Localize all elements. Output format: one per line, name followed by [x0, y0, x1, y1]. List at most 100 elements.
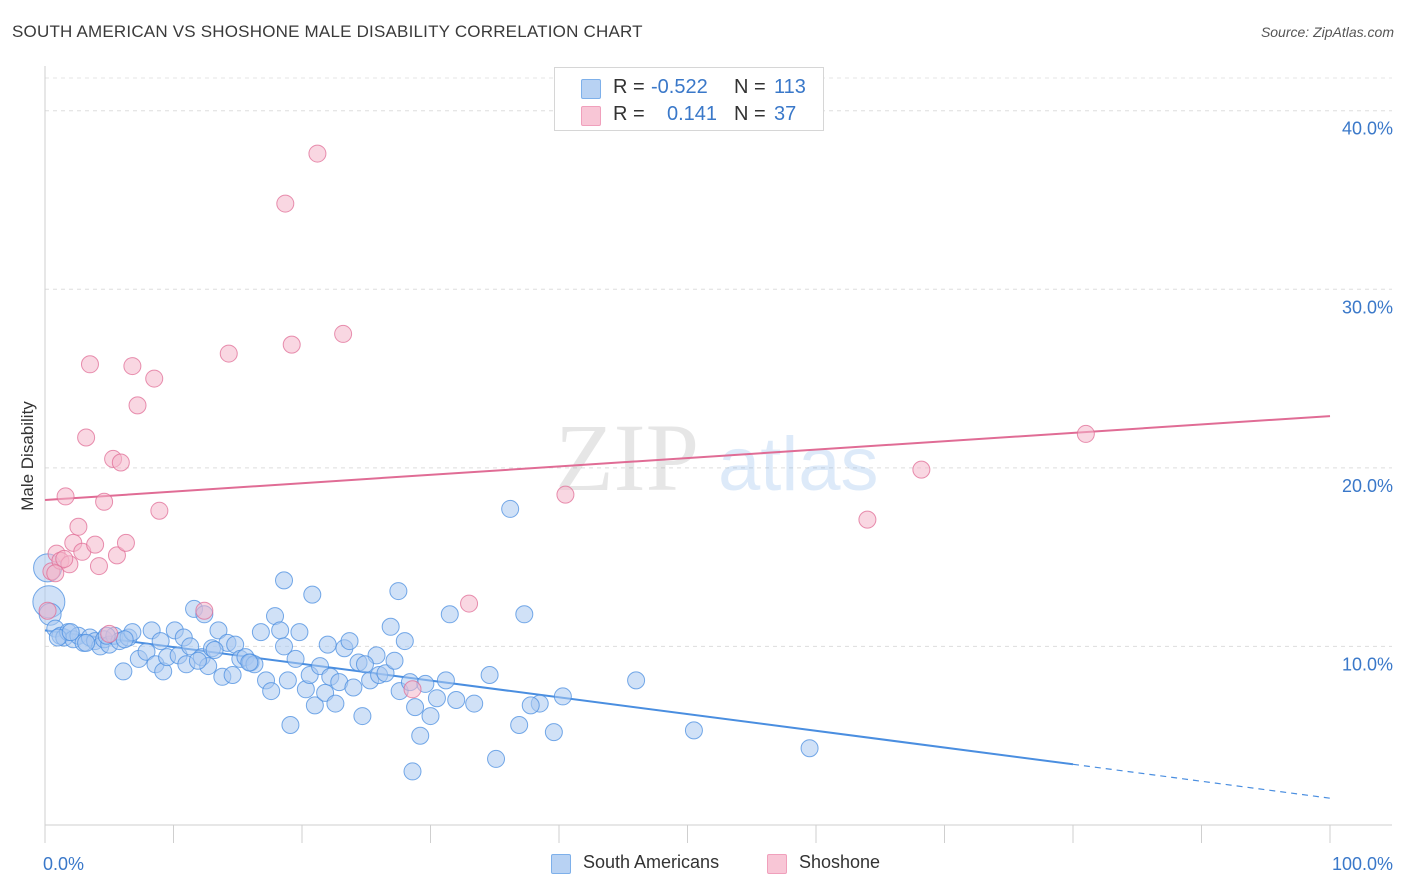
- axes: [44, 66, 1392, 843]
- data-point: [275, 637, 294, 656]
- data-point: [205, 641, 224, 659]
- data-point: [376, 664, 395, 683]
- data-point: [145, 369, 164, 388]
- data-point: [303, 585, 322, 604]
- y-tick-label: 40.0%: [1342, 119, 1393, 139]
- legend-r-label: R =: [613, 76, 645, 98]
- data-point: [480, 666, 499, 684]
- watermark-atlas: atlas: [718, 422, 879, 507]
- data-point: [209, 621, 228, 640]
- data-point: [487, 749, 506, 768]
- data-point: [385, 651, 404, 670]
- data-point: [355, 655, 374, 674]
- data-point: [114, 662, 133, 681]
- data-point: [340, 632, 359, 651]
- y-tick-label: 30.0%: [1342, 297, 1393, 317]
- data-point: [800, 739, 819, 758]
- bottom-legend-swatch-shoshone: [767, 854, 787, 874]
- data-point: [56, 487, 75, 506]
- data-points: [32, 144, 1095, 781]
- data-point: [305, 696, 324, 715]
- data-point: [219, 344, 238, 363]
- data-point: [406, 698, 425, 717]
- data-point: [553, 687, 572, 706]
- data-point: [276, 194, 295, 213]
- legend-n-label: N =: [734, 76, 766, 98]
- data-point: [912, 460, 931, 479]
- data-point: [344, 678, 363, 697]
- data-point: [55, 549, 74, 568]
- data-point: [1076, 424, 1095, 443]
- data-point: [281, 716, 300, 734]
- data-point: [501, 499, 520, 518]
- y-tick-labels: 10.0% 20.0% 30.0% 40.0%: [1342, 119, 1393, 675]
- data-point: [521, 696, 540, 715]
- data-point: [556, 485, 575, 504]
- legend-n-value: 37: [774, 103, 797, 125]
- data-point: [115, 630, 134, 649]
- series-shoshone: [38, 144, 1095, 699]
- bottom-legend-swatch-south-americans: [551, 854, 571, 874]
- x-tick-labels: 0.0% 100.0%: [43, 854, 1393, 874]
- watermark-zip: ZIP: [555, 404, 699, 511]
- data-point: [427, 689, 446, 708]
- data-point: [421, 707, 440, 726]
- chart-title: SOUTH AMERICAN VS SHOSHONE MALE DISABILI…: [12, 22, 643, 41]
- trend-line-shoshone: [44, 415, 1331, 501]
- x-tick-label: 0.0%: [43, 854, 84, 874]
- data-point: [286, 649, 305, 668]
- data-point: [251, 623, 270, 642]
- data-point: [46, 564, 65, 583]
- data-point: [544, 723, 563, 742]
- data-point: [240, 653, 259, 672]
- data-point: [403, 680, 422, 699]
- data-point: [223, 666, 242, 684]
- y-tick-label: 20.0%: [1342, 476, 1393, 496]
- data-point: [334, 324, 353, 343]
- data-point: [627, 671, 646, 690]
- x-tick-label: 100.0%: [1332, 854, 1393, 874]
- data-point: [150, 501, 169, 520]
- bottom-legend-label: Shoshone: [799, 852, 881, 872]
- grid-lines: [45, 77, 1392, 647]
- data-point: [465, 694, 484, 713]
- data-point: [181, 637, 200, 656]
- chart-source: Source: ZipAtlas.com: [1260, 24, 1394, 40]
- legend-r-value: -0.522: [651, 76, 708, 98]
- data-point: [107, 546, 126, 565]
- data-point: [381, 617, 400, 636]
- data-point: [858, 510, 877, 529]
- data-point: [111, 453, 130, 472]
- data-point: [290, 623, 309, 642]
- data-point: [282, 335, 301, 354]
- data-point: [95, 492, 114, 511]
- data-point: [100, 624, 119, 643]
- data-point: [262, 682, 281, 701]
- data-point: [123, 357, 142, 376]
- data-point: [116, 533, 135, 552]
- data-point: [436, 671, 455, 690]
- data-point: [69, 517, 88, 536]
- data-point: [80, 355, 99, 374]
- legend-n-value: 113: [774, 76, 806, 98]
- data-point: [38, 601, 57, 620]
- data-point: [440, 605, 459, 624]
- legend-r-value: 0.141: [667, 103, 718, 125]
- data-point: [188, 651, 207, 670]
- data-point: [77, 428, 96, 447]
- data-point: [137, 642, 156, 661]
- data-point: [389, 582, 408, 601]
- data-point: [151, 632, 170, 651]
- data-point: [77, 633, 96, 652]
- data-point: [684, 721, 703, 740]
- watermark: ZIP atlas: [555, 404, 879, 511]
- series-south-americans: [32, 499, 819, 781]
- data-point: [326, 694, 345, 713]
- data-point: [308, 144, 327, 163]
- legend-n-label: N =: [734, 103, 766, 125]
- data-point: [510, 716, 529, 734]
- data-point: [460, 594, 479, 613]
- data-point: [403, 762, 422, 781]
- data-point: [271, 621, 290, 640]
- data-point: [353, 707, 372, 726]
